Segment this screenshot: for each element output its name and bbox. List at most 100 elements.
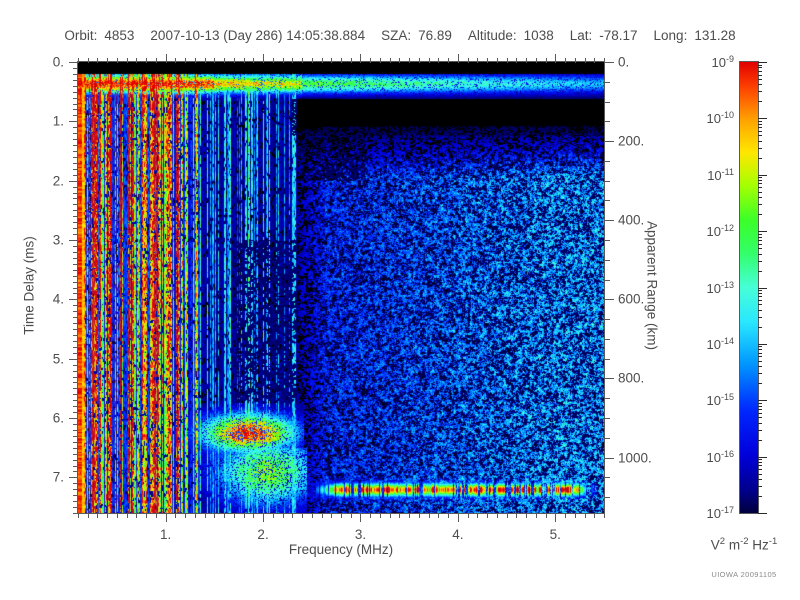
x-axis-tick-label: 5.: [549, 527, 561, 542]
axis-tick: [292, 513, 293, 518]
axis-tick: [565, 513, 566, 518]
axis-tick: [477, 58, 478, 63]
units-v-exponent: 2: [719, 536, 726, 547]
axis-tick: [73, 371, 78, 372]
axis-tick: [73, 133, 78, 134]
axis-tick: [107, 58, 108, 63]
x-axis-tick-label: 2.: [257, 527, 269, 542]
axis-tick: [312, 513, 313, 518]
axis-tick: [69, 477, 78, 478]
axis-tick: [73, 365, 78, 366]
y-axis-right-title: Apparent Range (km): [644, 220, 660, 351]
colorbar-tick: [758, 180, 762, 181]
axis-tick: [73, 109, 78, 110]
axis-tick: [605, 477, 610, 478]
orbit-label: Orbit:: [64, 28, 98, 43]
axis-tick: [370, 58, 371, 63]
colorbar-tick: [758, 290, 762, 291]
axis-tick: [73, 442, 78, 443]
axis-tick: [380, 58, 381, 63]
y-axis-left-tick-label: 6.: [52, 410, 64, 426]
axis-tick: [136, 58, 137, 63]
colorbar-tick: [758, 296, 762, 297]
axis-tick: [69, 181, 78, 182]
axis-tick: [234, 58, 235, 63]
axis-tick: [73, 471, 78, 472]
colorbar-tick-label: 10-13: [706, 279, 734, 296]
axis-tick: [497, 513, 498, 518]
axis-tick: [73, 454, 78, 455]
units-hz: Hz: [752, 537, 769, 553]
axis-tick: [546, 513, 547, 518]
axis-tick: [507, 58, 508, 63]
axis-tick: [399, 513, 400, 518]
colorbar-tick: [758, 84, 762, 85]
y-axis-left-title: Time Delay (ms): [21, 236, 37, 335]
axis-tick: [605, 280, 610, 281]
axis-tick: [146, 513, 147, 518]
colorbar-tick: [758, 383, 762, 384]
axis-tick: [73, 460, 78, 461]
axis-tick: [185, 58, 186, 63]
axis-tick: [73, 347, 78, 348]
axis-tick: [73, 264, 78, 265]
colorbar-tick: [758, 406, 762, 407]
axis-tick: [224, 58, 225, 63]
colorbar-tick: [758, 192, 762, 193]
axis-tick: [205, 58, 206, 63]
axis-tick: [351, 58, 352, 63]
colorbar-tick: [758, 304, 762, 305]
header-metadata: Orbit: 4853 2007-10-13 (Day 286) 14:05:38.…: [0, 28, 800, 48]
axis-tick: [390, 513, 391, 518]
axis-tick: [73, 406, 78, 407]
axis-tick: [195, 58, 196, 63]
axis-tick: [273, 58, 274, 63]
y-axis-right-tick-label: 800.: [618, 370, 645, 386]
axis-tick: [78, 58, 79, 63]
colorbar-tick: [758, 67, 762, 68]
axis-tick: [605, 458, 614, 459]
axis-tick: [73, 198, 78, 199]
axis-tick: [146, 58, 147, 63]
axis-tick: [69, 299, 78, 300]
axis-tick: [448, 513, 449, 518]
axis-tick: [73, 317, 78, 318]
colorbar-tick: [758, 135, 762, 136]
units-v: V: [710, 537, 720, 553]
axis-tick: [166, 54, 167, 63]
colorbar-tick: [758, 91, 762, 92]
axis-tick: [156, 513, 157, 518]
axis-tick: [253, 58, 254, 63]
axis-tick: [604, 58, 605, 63]
colorbar-tick: [758, 400, 767, 401]
colorbar-tick: [758, 148, 762, 149]
axis-tick: [605, 220, 614, 221]
colorbar-tick: [758, 183, 762, 184]
axis-tick: [73, 353, 78, 354]
axis-tick: [565, 58, 566, 63]
axis-tick: [380, 513, 381, 518]
axis-tick: [117, 58, 118, 63]
axis-tick: [73, 507, 78, 508]
colorbar-tick: [758, 465, 762, 466]
axis-tick: [438, 513, 439, 518]
axis-tick: [136, 513, 137, 518]
axis-tick: [73, 311, 78, 312]
axis-tick: [73, 68, 78, 69]
colorbar-tick-label: 10-11: [707, 166, 734, 183]
axis-tick: [409, 513, 410, 518]
colorbar-tick: [758, 254, 762, 255]
axis-tick: [73, 388, 78, 389]
colorbar-tick-label: 10-16: [706, 448, 734, 465]
colorbar-tick: [758, 234, 762, 235]
axis-tick: [468, 513, 469, 518]
colorbar-tick: [758, 417, 762, 418]
axis-tick: [605, 240, 610, 241]
altitude-value: 1038: [523, 28, 554, 43]
axis-tick: [156, 58, 157, 63]
longitude-value: 131.28: [694, 28, 736, 43]
colorbar-tick: [758, 310, 762, 311]
axis-tick: [458, 513, 459, 522]
colorbar-tick: [758, 300, 762, 301]
axis-tick: [448, 58, 449, 63]
